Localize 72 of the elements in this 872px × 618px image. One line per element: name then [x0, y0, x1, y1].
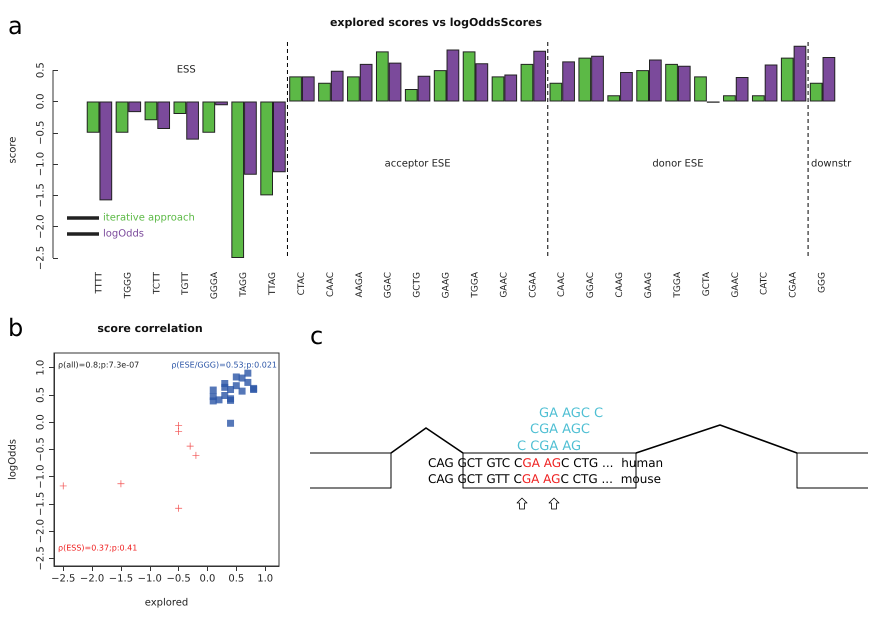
x-tick-label: 0.5: [228, 574, 244, 584]
x-tick-label: 1.0: [257, 574, 274, 584]
x-tick-label: CAAC: [326, 272, 336, 297]
y-tick-label: −2.0: [36, 214, 46, 239]
x-tick-label: TTAG: [268, 272, 278, 296]
y-tick-label: 0.5: [36, 62, 46, 78]
text: C CGA AG: [517, 439, 582, 454]
annotation: ESS: [176, 64, 196, 76]
x-tick-label: −1.0: [138, 574, 162, 584]
text: CGA AGC: [530, 422, 590, 437]
y-tick-label: 0.5: [36, 386, 46, 403]
x-tick-label: TGGG: [123, 272, 134, 300]
annotation: ρ(ESE/GGG)=0.53;p:0.021: [171, 360, 277, 370]
y-tick-label: −2.5: [36, 246, 46, 270]
chart-title: explored scores vs logOddsScores: [330, 16, 542, 29]
x-tick-label: GCTG: [412, 272, 423, 298]
y-tick-label: −0.5: [36, 437, 46, 462]
x-tick-label: GAAG: [442, 272, 452, 298]
x-tick-label: CAAC: [557, 272, 568, 297]
annotation: ρ(ESS)=0.37;p:0.41: [58, 544, 138, 552]
x-tick-label: TAGG: [239, 272, 250, 298]
x-tick-label: GAAC: [499, 272, 510, 298]
x-tick-label: GGAC: [586, 272, 596, 298]
x-tick-label: GAAC: [730, 272, 741, 298]
x-tick-label: CAAG: [615, 272, 626, 298]
text: GA AGC C: [539, 406, 604, 421]
x-tick-label: GGAC: [384, 272, 394, 298]
annotation: acceptor ESE: [384, 158, 451, 170]
x-tick-label: TCTT: [152, 272, 162, 296]
y-tick-label: 0.0: [36, 414, 46, 430]
x-tick-label: GGGA: [210, 271, 220, 300]
y-tick-label: −0.5: [36, 120, 46, 145]
text: GA AG: [522, 456, 562, 470]
x-tick-label: TGGA: [470, 271, 480, 299]
annotation: donor ESE: [652, 158, 704, 170]
x-tick-label: −2.5: [51, 574, 76, 584]
y-tick-label: −1.0: [36, 152, 46, 176]
x-tick-label: CGAA: [788, 271, 799, 298]
text: C CTG ...: [561, 456, 614, 470]
text: c: [310, 322, 324, 350]
y-tick-label: 0.0: [36, 94, 46, 110]
x-tick-label: −1.5: [108, 574, 134, 584]
x-tick-label: TGGA: [672, 271, 683, 299]
text: GA AG: [522, 472, 560, 486]
annotation: ρ(all)=0.8;p:7.3e-07: [58, 360, 140, 370]
y-tick-label: −1.5: [36, 492, 46, 516]
text: b: [8, 314, 24, 342]
x-tick-label: AAGA: [354, 271, 365, 298]
legend-label: logOdds: [103, 228, 144, 240]
x-tick-label: −0.5: [166, 574, 191, 584]
x-tick-label: TGTT: [181, 272, 192, 296]
x-axis-title: explored: [144, 598, 188, 608]
x-tick-label: GCTA: [702, 271, 712, 296]
x-tick-label: CATC: [760, 272, 770, 295]
y-tick-label: −1.0: [36, 464, 46, 489]
y-tick-label: −1.5: [36, 183, 46, 208]
chart-title: score correlation: [97, 322, 203, 335]
legend-label: iterative approach: [103, 212, 195, 224]
y-tick-label: 1.0: [36, 360, 46, 376]
y-axis-title: logOdds: [8, 438, 18, 480]
x-tick-label: 0.0: [200, 574, 216, 584]
x-tick-label: CTAC: [296, 272, 307, 296]
x-tick-label: GGG: [818, 272, 828, 293]
x-tick-label: −2.0: [80, 574, 104, 584]
annotation: downstr: [810, 158, 852, 170]
x-tick-label: CGAA: [528, 271, 538, 298]
y-axis-title: score: [8, 136, 18, 164]
text: C CTG ...: [560, 472, 614, 486]
y-tick-label: −2.0: [36, 518, 46, 544]
x-tick-label: GAAG: [644, 272, 654, 298]
text: a: [8, 12, 23, 40]
x-tick-label: TTTT: [94, 272, 104, 295]
